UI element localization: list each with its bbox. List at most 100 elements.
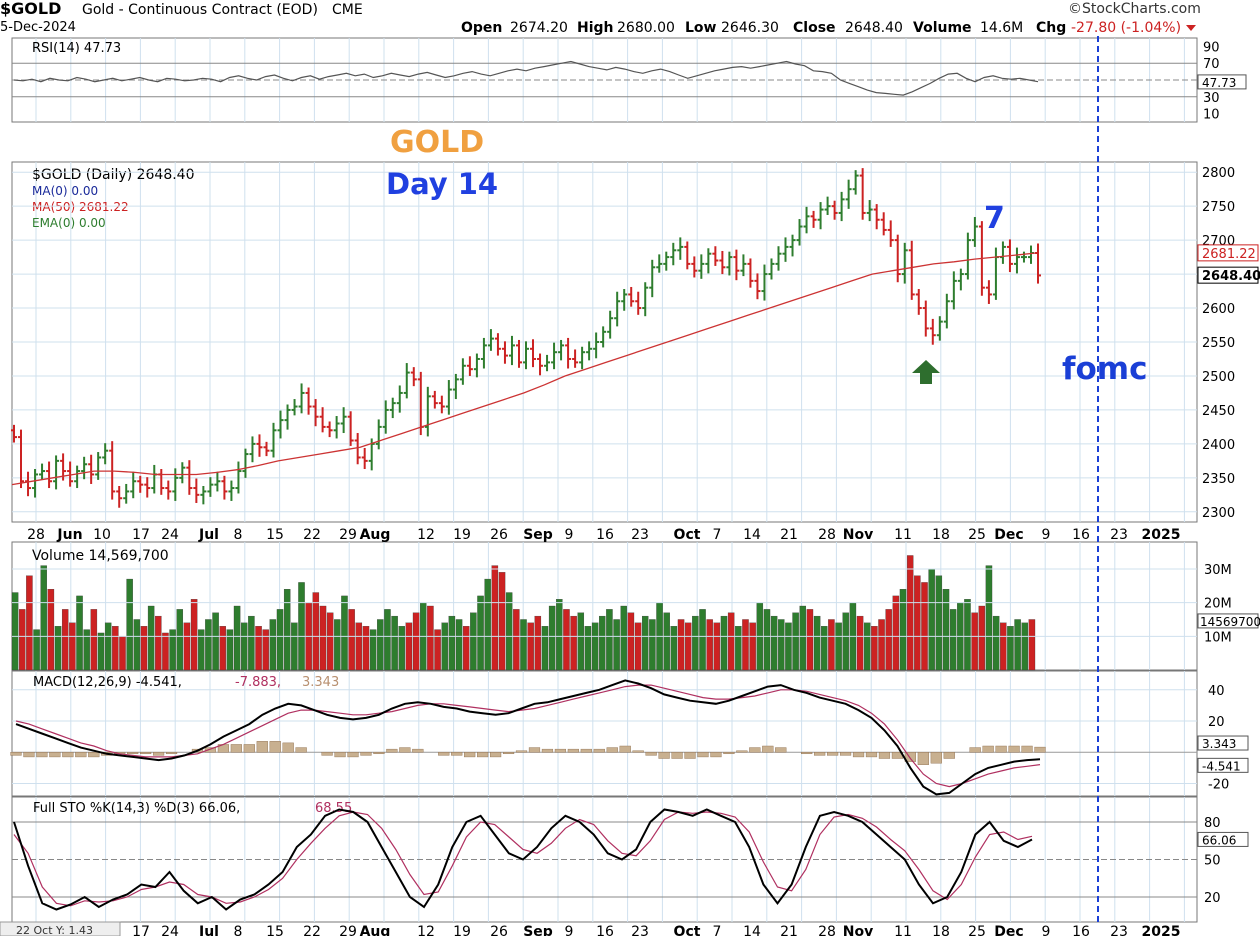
volume-bar [83, 629, 90, 671]
macd-histogram-bar [386, 748, 398, 753]
volume-bar [112, 626, 119, 671]
volume-bar [176, 609, 184, 671]
volume-bar [799, 605, 807, 671]
sto-tick: 20 [1204, 891, 1221, 906]
x-tick-label: 2025 [1142, 527, 1181, 543]
macd-histogram-bar [671, 752, 683, 759]
volume-bar [935, 575, 943, 671]
volume-bar [763, 609, 771, 671]
gold-annotation: GOLD [390, 125, 484, 160]
volume-bar [33, 629, 40, 671]
volume-bar [119, 636, 126, 671]
volume-bar [534, 615, 542, 671]
volume-bar [477, 595, 484, 671]
price-panel: $GOLD (Daily) 2648.40 MA(0) 0.00 MA(50) … [11, 166, 1260, 521]
footer-tick-label: 28 [818, 924, 836, 936]
footer-tick-label: Oct [674, 924, 701, 936]
macd-tick: 40 [1208, 684, 1225, 699]
price-tick: 2600 [1202, 302, 1235, 317]
volume-bar [26, 575, 33, 671]
x-tick-label: Sep [523, 527, 553, 543]
volume-bar [441, 622, 448, 671]
volume-bar [377, 619, 384, 671]
volume-bar [262, 629, 269, 671]
volume-bar [520, 619, 527, 671]
legend-ma50: MA(50) 2681.22 [32, 200, 129, 214]
macd-tag [1197, 757, 1249, 773]
x-tick-label: 12 [417, 527, 435, 543]
day-annotation: Day 14 [386, 167, 498, 201]
volume-bar [205, 619, 212, 671]
sto-tick: 80 [1204, 816, 1221, 831]
volume-bar [505, 592, 513, 671]
volume-bar [749, 622, 756, 671]
sto-d-line [13, 811, 1033, 907]
macd-histogram-bar [775, 747, 787, 753]
footer-tick-label: 14 [743, 924, 761, 936]
volume-tag-text: 14569700 [1200, 615, 1260, 629]
macd-histogram-bar [852, 752, 865, 758]
volume-bar [427, 605, 434, 671]
volume-bar [248, 615, 255, 671]
volume-bar [97, 632, 105, 671]
rsi-tick: 90 [1203, 40, 1220, 55]
footer-tick-label: 22 [303, 924, 321, 936]
macd-histogram-bar [554, 748, 567, 753]
macd-histogram-bar [593, 748, 605, 753]
macd-histogram-bar [684, 752, 696, 759]
volume-bar [613, 619, 620, 671]
volume-bar [76, 595, 83, 671]
x-tick-label: 26 [490, 527, 508, 543]
volume-bar [484, 578, 491, 671]
volume-bar [334, 619, 341, 671]
volume-bar [47, 589, 55, 671]
open-label: Open [461, 20, 502, 36]
footer-tick-label: 2025 [1142, 924, 1181, 936]
down-triangle-icon [1186, 25, 1196, 31]
volume-bar [319, 605, 327, 671]
volume-bar [298, 582, 305, 671]
footer-tick-label: Nov [843, 924, 873, 936]
volume-bar [821, 626, 828, 671]
volume-bar [720, 615, 728, 671]
macd-tag-text: -4.541 [1202, 759, 1241, 773]
volume-bar [498, 572, 506, 671]
stockcharts-brand: ©StockCharts.com [1068, 1, 1201, 17]
volume-bar [627, 612, 635, 671]
x-tick-label: 15 [266, 527, 284, 543]
macd-histogram-bar [204, 747, 217, 753]
price-tag-text: 2681.22 [1202, 247, 1256, 262]
high-value: 2680.00 [617, 20, 675, 36]
volume-bar [634, 622, 642, 671]
macd-histogram-bar [360, 752, 372, 756]
volume-bar [1028, 619, 1036, 671]
volume-bar [126, 578, 133, 671]
x-tick-label: 28 [27, 527, 45, 543]
legend-ema0: EMA(0) 0.00 [32, 216, 106, 230]
x-tick-label: Jul [198, 527, 219, 543]
macd-histogram-bar [982, 745, 994, 753]
volume-bar [90, 609, 98, 671]
low-value: 2646.30 [721, 20, 779, 36]
macd-histogram-bar [645, 752, 657, 756]
close-value: 2648.40 [845, 20, 903, 36]
macd-histogram-bar [1034, 746, 1046, 753]
volume-bar [155, 615, 162, 671]
volume-bar [1021, 622, 1028, 671]
macd-tag [1197, 735, 1249, 751]
volume-bar [412, 612, 420, 671]
macd-histogram-bar [878, 752, 891, 759]
x-tick-label: 11 [894, 527, 912, 543]
footer-tick-label: 12 [417, 924, 435, 936]
volume-bar [362, 626, 370, 671]
macd-histogram-bar [36, 752, 48, 758]
macd-histogram-bar [256, 741, 268, 753]
volume-bar [162, 632, 169, 671]
volume-bar [448, 615, 456, 671]
x-tick-label: 19 [453, 527, 471, 543]
footer-tick-label: 23 [1110, 924, 1128, 936]
volume-bar [11, 592, 19, 671]
low-label: Low [685, 20, 717, 36]
x-tick-label: 23 [1110, 527, 1128, 543]
